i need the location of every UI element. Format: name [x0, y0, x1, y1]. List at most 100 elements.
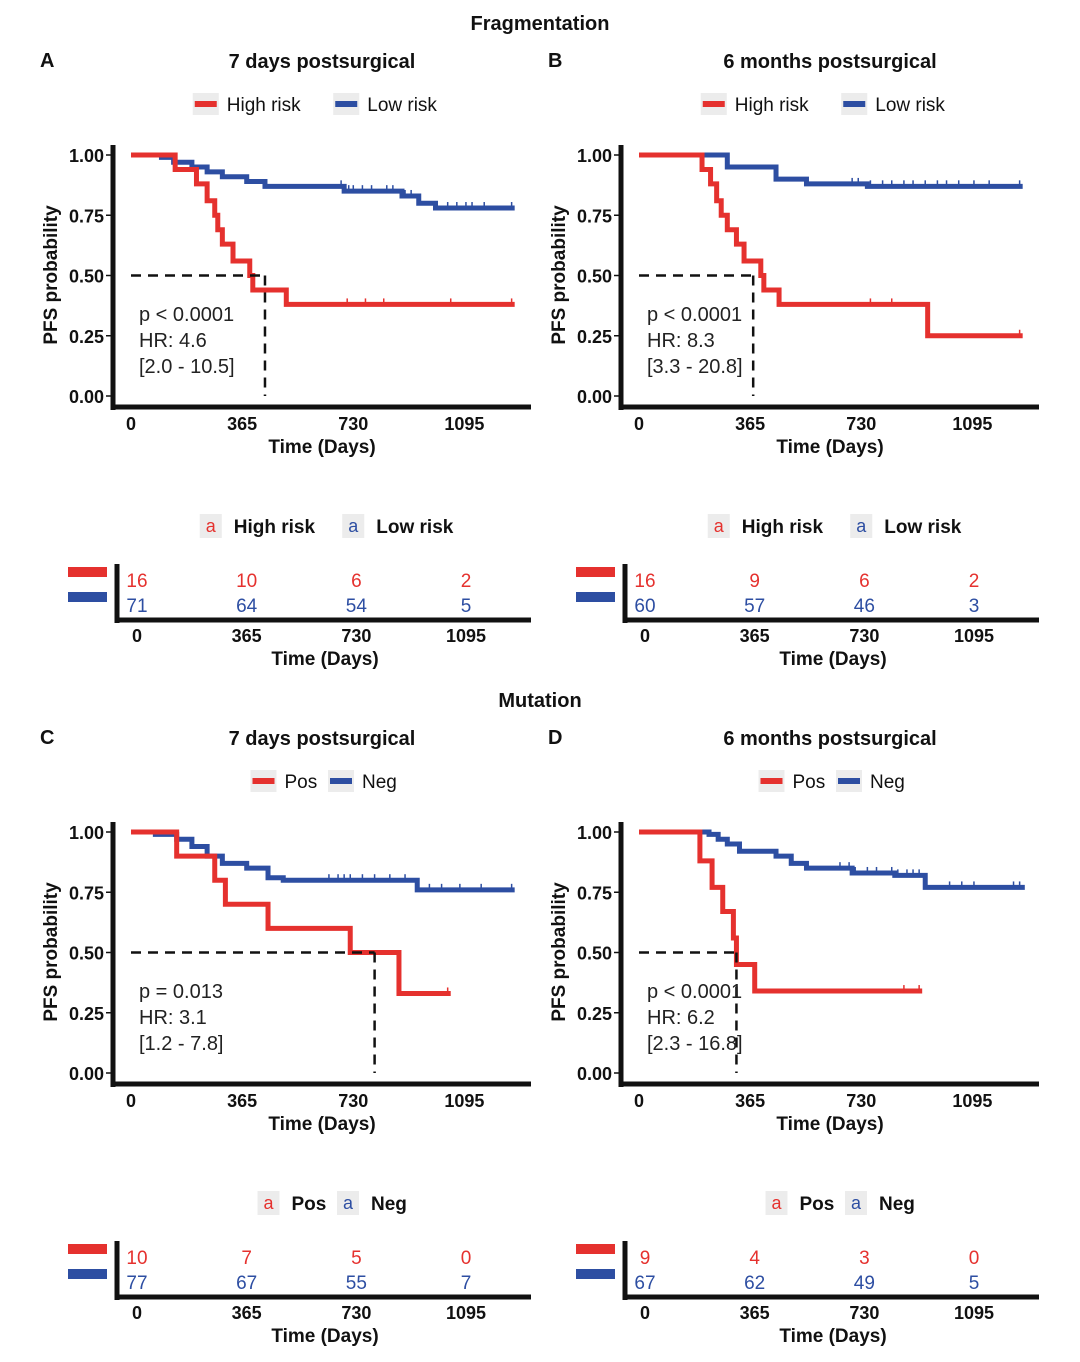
risk-row-swatch-high — [576, 1244, 615, 1254]
risk-count: 16 — [634, 571, 655, 592]
curve-pos — [131, 829, 451, 996]
legend-label: Neg — [870, 772, 905, 793]
y-axis-label: PFS probability — [41, 882, 62, 1022]
risk-row-swatch-high — [68, 1244, 107, 1254]
curve-neg — [639, 829, 1025, 890]
risk-row-swatch-high — [576, 567, 615, 577]
risk-x-tick-label: 730 — [341, 626, 371, 646]
risk-x-tick-label: 365 — [740, 626, 770, 646]
y-tick-label: 0.25 — [69, 327, 104, 347]
legend-label: Neg — [362, 772, 397, 793]
risk-count: 46 — [854, 596, 875, 617]
curve-high-risk — [131, 152, 515, 307]
stat-annotation: p < 0.0001 — [647, 304, 742, 326]
legend-label: Low risk — [367, 95, 437, 116]
risk-legend-glyph: a — [343, 1193, 354, 1213]
x-tick-label: 730 — [338, 414, 368, 434]
legend: High risk Low risk — [700, 93, 945, 116]
curve-neg — [131, 829, 515, 893]
risk-legend-glyph: a — [851, 1193, 862, 1213]
legend: High risk Low risk — [192, 93, 437, 116]
stat-annotation: [2.3 - 16.8] — [647, 1033, 743, 1055]
panel-letter: A — [40, 50, 54, 72]
risk-x-tick-label: 0 — [132, 626, 142, 646]
risk-x-tick-label: 1095 — [446, 626, 486, 646]
risk-x-axis-label: Time (Days) — [271, 649, 378, 670]
risk-count: 67 — [236, 1273, 257, 1294]
y-tick-label: 1.00 — [577, 823, 612, 843]
y-tick-label: 0.50 — [577, 944, 612, 964]
y-tick-label: 0.50 — [69, 267, 104, 287]
risk-count: 64 — [236, 596, 258, 617]
risk-count: 7 — [461, 1273, 472, 1294]
y-tick-label: 0.25 — [69, 1004, 104, 1024]
risk-legend-glyph: a — [348, 516, 359, 536]
y-tick-label: 0.75 — [69, 883, 104, 903]
risk-legend-label: High risk — [234, 517, 316, 538]
risk-count: 0 — [969, 1248, 980, 1269]
x-tick-label: 1095 — [444, 414, 484, 434]
stat-annotation: [3.3 - 20.8] — [647, 356, 743, 378]
risk-count: 4 — [749, 1248, 760, 1269]
y-tick-label: 0.00 — [69, 387, 104, 407]
risk-row-swatch-high — [68, 567, 107, 577]
panel-a: A 7 days postsurgical High risk Low risk 0.0… — [40, 50, 531, 670]
risk-legend-glyph: a — [714, 516, 725, 536]
risk-legend-glyph: a — [206, 516, 217, 536]
risk-legend-glyph: a — [856, 516, 867, 536]
risk-legend-label: Neg — [371, 1194, 407, 1215]
risk-table-legend: a Pos a Neg — [257, 1191, 407, 1215]
x-tick-label: 0 — [126, 414, 136, 434]
legend-swatch-low — [335, 101, 358, 107]
legend-label: High risk — [227, 95, 301, 116]
risk-x-tick-label: 1095 — [954, 1303, 994, 1323]
risk-count: 6 — [351, 571, 362, 592]
legend-swatch-low — [843, 101, 866, 107]
stat-annotation: HR: 3.1 — [139, 1007, 207, 1029]
y-tick-label: 0.50 — [577, 267, 612, 287]
y-tick-label: 0.75 — [69, 206, 104, 226]
curve-pos — [639, 829, 923, 994]
risk-legend-key-bg — [845, 1191, 867, 1215]
risk-count: 67 — [634, 1273, 655, 1294]
risk-legend-glyph: a — [263, 1193, 274, 1213]
risk-x-tick-label: 365 — [232, 1303, 262, 1323]
curve-low-risk — [131, 152, 515, 211]
risk-x-tick-label: 1095 — [446, 1303, 486, 1323]
curve-low-risk — [639, 152, 1023, 189]
risk-count: 71 — [126, 596, 147, 617]
risk-count: 57 — [744, 596, 765, 617]
legend-label: Pos — [285, 772, 318, 793]
x-tick-label: 730 — [846, 1091, 876, 1111]
risk-legend-label: Pos — [800, 1194, 835, 1215]
y-tick-label: 0.00 — [577, 1064, 612, 1084]
risk-table-legend: a Pos a Neg — [765, 1191, 915, 1215]
risk-row-swatch-low — [576, 1269, 615, 1279]
risk-count: 49 — [854, 1273, 875, 1294]
stat-annotation: p = 0.013 — [139, 981, 223, 1003]
y-tick-label: 1.00 — [577, 146, 612, 166]
stat-annotation: p < 0.0001 — [139, 304, 234, 326]
risk-legend-key-bg — [257, 1191, 280, 1215]
y-axis-label: PFS probability — [549, 205, 570, 345]
risk-x-axis-label: Time (Days) — [779, 1326, 886, 1347]
x-tick-label: 1095 — [444, 1091, 484, 1111]
risk-legend-key-bg — [337, 1191, 359, 1215]
y-tick-label: 0.75 — [577, 206, 612, 226]
risk-legend-key-bg — [765, 1191, 788, 1215]
risk-x-tick-label: 0 — [640, 626, 650, 646]
x-axis-label: Time (Days) — [268, 437, 375, 458]
risk-legend-key-bg — [850, 514, 873, 538]
legend-swatch-high — [194, 101, 217, 107]
stat-annotation: HR: 6.2 — [647, 1007, 715, 1029]
x-tick-label: 730 — [338, 1091, 368, 1111]
risk-table-legend: a High risk a Low risk — [707, 514, 962, 538]
risk-count: 3 — [969, 596, 980, 617]
y-tick-label: 0.00 — [577, 387, 612, 407]
legend: Pos Neg — [250, 770, 397, 793]
y-tick-label: 0.50 — [69, 944, 104, 964]
risk-x-tick-label: 0 — [640, 1303, 650, 1323]
risk-count: 5 — [351, 1248, 362, 1269]
y-tick-label: 1.00 — [69, 823, 104, 843]
